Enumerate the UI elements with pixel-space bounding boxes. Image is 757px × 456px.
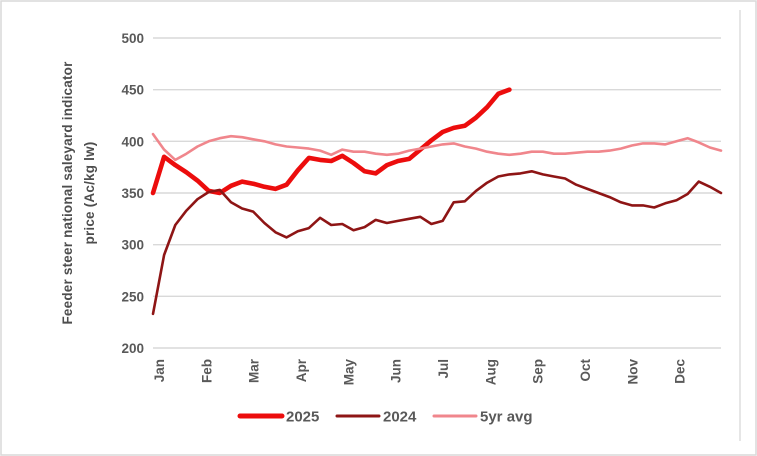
- x-axis-label-feb: Feb: [199, 359, 214, 383]
- y-axis-tick-250: 250: [121, 289, 144, 304]
- x-axis-label-nov: Nov: [625, 359, 640, 385]
- legend-label-2024: 2024: [383, 409, 417, 426]
- plot-area: 500 450 400 350 300 250 200 Jan Feb Mar Apr May Jun J…: [121, 31, 723, 426]
- y-axis-title-line2: price (Ac/kg lw): [82, 142, 97, 245]
- x-axis-label-jun: Jun: [389, 359, 404, 383]
- y-axis-tick-400: 400: [121, 134, 144, 149]
- y-axis-tick-300: 300: [121, 238, 144, 253]
- series-line-5yr-avg: [151, 132, 723, 162]
- x-axis-label-dec: Dec: [673, 359, 688, 384]
- x-axis-label-jan: Jan: [152, 359, 167, 382]
- series-line-2024: [151, 170, 723, 316]
- x-axis-label-sep: Sep: [531, 359, 546, 384]
- y-axis-tick-500: 500: [121, 31, 144, 46]
- x-axis-label-may: May: [341, 359, 356, 386]
- x-axis-label-aug: Aug: [483, 359, 498, 385]
- y-axis-tick-350: 350: [121, 186, 144, 201]
- legend-label-2025: 2025: [286, 409, 319, 426]
- x-axis-label-apr: Apr: [294, 358, 309, 382]
- x-axis-label-jul: Jul: [436, 359, 451, 379]
- x-axis-label-mar: Mar: [247, 358, 262, 383]
- y-axis-tick-450: 450: [121, 83, 144, 98]
- legend-label-5yr-avg: 5yr avg: [480, 409, 533, 426]
- x-axis-label-oct: Oct: [578, 359, 593, 382]
- y-axis-title-line1: Feeder steer national saleyard indicator: [60, 61, 75, 325]
- y-axis-tick-200: 200: [121, 341, 144, 356]
